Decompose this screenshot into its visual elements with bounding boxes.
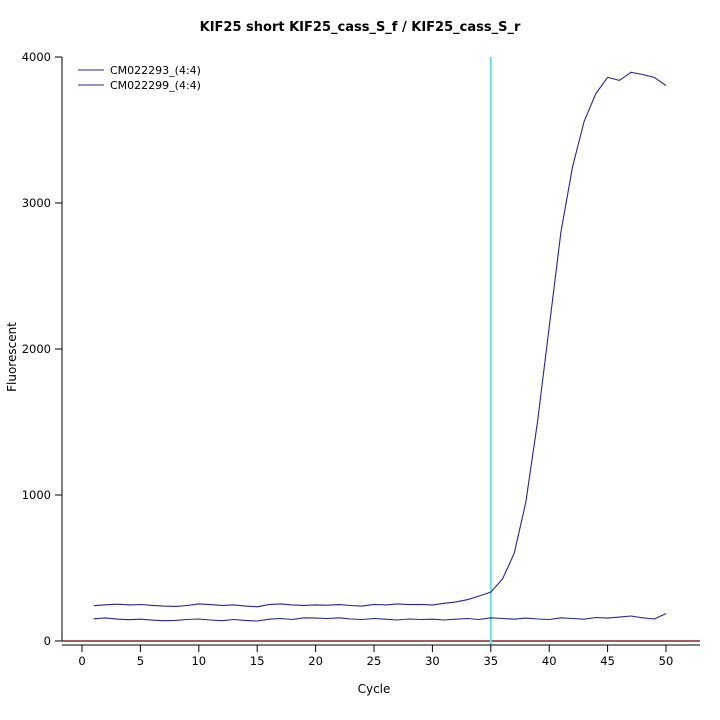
y-tick-label: 3000 (22, 196, 51, 210)
x-tick-label: 0 (78, 654, 85, 668)
y-tick-label: 0 (44, 634, 51, 648)
x-tick-label: 10 (191, 654, 206, 668)
series-line-CM022299_(4:4) (93, 613, 667, 622)
x-tick-label: 35 (483, 654, 498, 668)
x-tick-label: 20 (308, 654, 323, 668)
x-tick-label: 5 (137, 654, 144, 668)
series-line-CM022293_(4:4) (93, 71, 667, 608)
x-tick-label: 25 (367, 654, 382, 668)
y-tick-label: 4000 (22, 50, 51, 64)
x-tick-label: 40 (542, 654, 557, 668)
y-tick-label: 1000 (22, 488, 51, 502)
x-tick-label: 45 (600, 654, 615, 668)
legend-label: CM022299_(4:4) (110, 79, 201, 92)
x-tick-label: 30 (425, 654, 440, 668)
x-tick-label: 15 (250, 654, 265, 668)
y-tick-label: 2000 (22, 342, 51, 356)
x-tick-label: 50 (659, 654, 674, 668)
legend-label: CM022293_(4:4) (110, 64, 201, 77)
x-axis-label: Cycle (357, 682, 391, 696)
chart-title: KIF25 short KIF25_cass_S_f / KIF25_cass_… (199, 20, 521, 35)
